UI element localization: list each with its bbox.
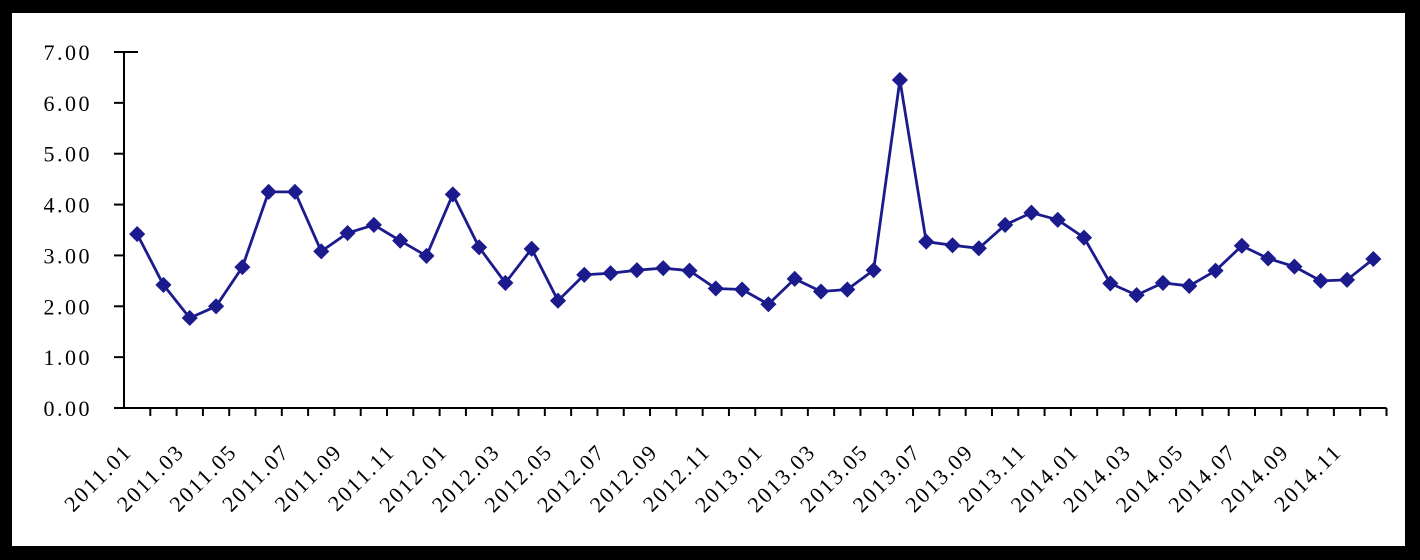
chart-canvas (12, 13, 1405, 546)
data-point-marker (313, 243, 330, 260)
y-axis-tick-label: 4.00 (44, 193, 93, 218)
data-point-marker (1154, 274, 1171, 291)
data-point-marker (523, 240, 540, 257)
y-axis-tick-label: 2.00 (44, 294, 93, 319)
data-point-marker (129, 226, 146, 243)
data-point-marker (1075, 229, 1093, 246)
axis-lines (123, 52, 1387, 409)
data-point-marker (1207, 262, 1224, 279)
data-point-marker (865, 262, 882, 279)
data-point-marker (339, 224, 356, 242)
data-point-marker (812, 283, 830, 300)
data-point-marker (970, 240, 987, 257)
data-point-marker (1338, 271, 1356, 288)
y-axis-tick-label: 0.00 (44, 396, 93, 421)
data-point-marker (549, 292, 567, 309)
data-point-marker (944, 237, 961, 254)
data-point-marker (1023, 204, 1040, 221)
data-point-marker (155, 276, 172, 293)
data-point-marker (655, 260, 672, 277)
y-axis-tick-label: 5.00 (44, 142, 93, 167)
data-point-marker (628, 262, 645, 279)
data-point-marker (365, 216, 382, 233)
data-point-marker (418, 247, 435, 264)
data-point-marker (997, 216, 1014, 233)
data-point-marker (602, 265, 619, 282)
data-point-marker (576, 266, 593, 283)
data-point-marker (1233, 237, 1250, 254)
data-point-marker (234, 259, 251, 276)
data-point-marker (839, 281, 856, 298)
data-point-marker (918, 233, 935, 250)
data-point-marker (286, 183, 304, 200)
data-point-marker (1365, 250, 1382, 268)
data-point-marker (734, 281, 751, 298)
y-axis-tick-label: 1.00 (44, 345, 93, 370)
data-point-marker (471, 239, 488, 256)
data-point-marker (1286, 258, 1303, 275)
data-point-marker (207, 298, 225, 315)
data-point-marker (681, 262, 698, 279)
data-point-marker (891, 71, 908, 89)
data-point-marker (1181, 277, 1198, 295)
data-point-marker (1049, 211, 1066, 228)
data-point-marker (760, 296, 777, 313)
y-axis-tick-label: 7.00 (44, 40, 93, 65)
data-point-marker (1128, 287, 1145, 304)
data-point-marker (1102, 275, 1119, 292)
data-point-marker (260, 183, 277, 200)
data-point-marker (1312, 272, 1329, 289)
data-point-marker (707, 280, 724, 297)
data-point-marker (497, 274, 514, 291)
data-point-marker (392, 232, 409, 249)
data-point-marker (444, 186, 461, 203)
data-point-marker (181, 309, 198, 327)
y-axis-tick-label: 3.00 (44, 243, 93, 268)
y-axis-tick-label: 6.00 (44, 91, 93, 116)
data-point-marker (1260, 250, 1277, 267)
data-point-marker (786, 270, 803, 287)
